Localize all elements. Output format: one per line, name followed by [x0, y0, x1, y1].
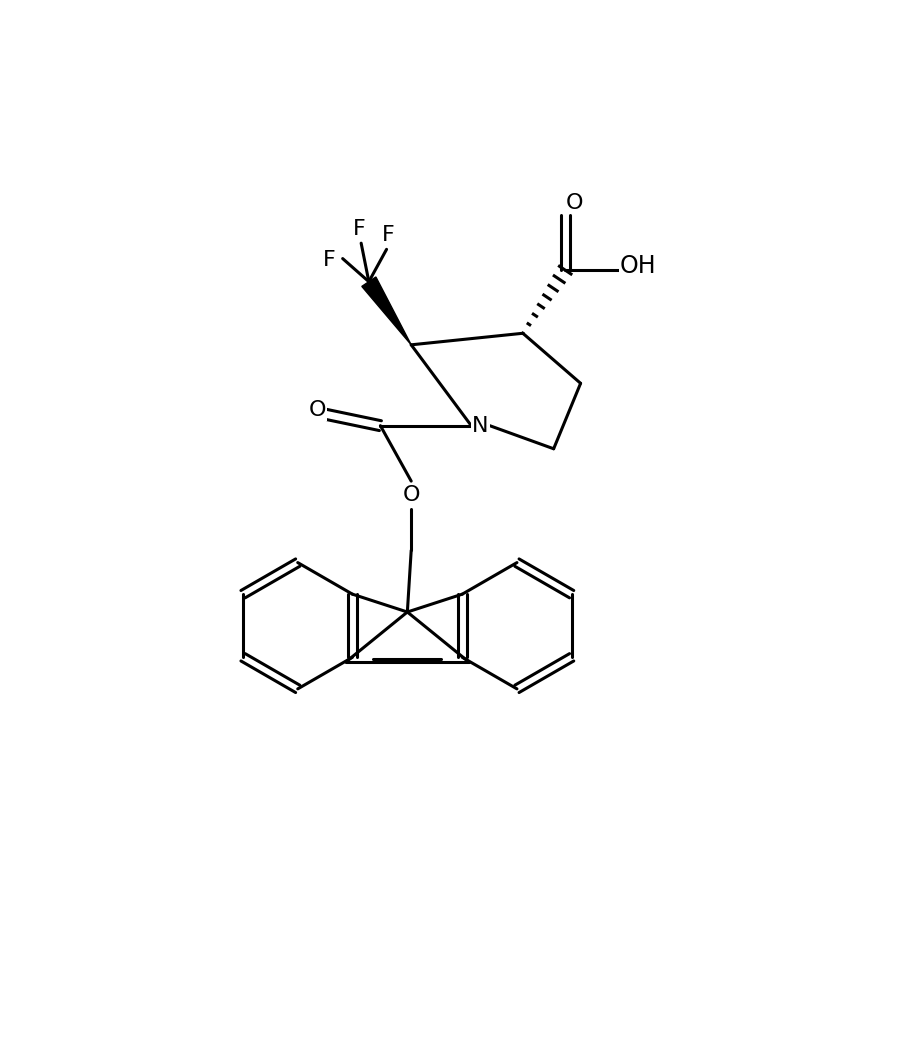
Text: O: O — [402, 485, 420, 505]
Text: N: N — [472, 416, 489, 435]
Polygon shape — [362, 277, 411, 345]
Text: OH: OH — [620, 254, 657, 279]
Text: F: F — [382, 226, 394, 246]
Text: O: O — [566, 194, 583, 213]
Text: F: F — [322, 250, 335, 270]
Text: O: O — [309, 400, 326, 420]
Text: F: F — [353, 219, 366, 239]
